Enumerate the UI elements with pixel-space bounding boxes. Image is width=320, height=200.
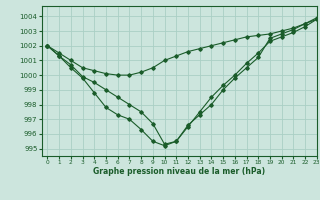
X-axis label: Graphe pression niveau de la mer (hPa): Graphe pression niveau de la mer (hPa) (93, 167, 265, 176)
